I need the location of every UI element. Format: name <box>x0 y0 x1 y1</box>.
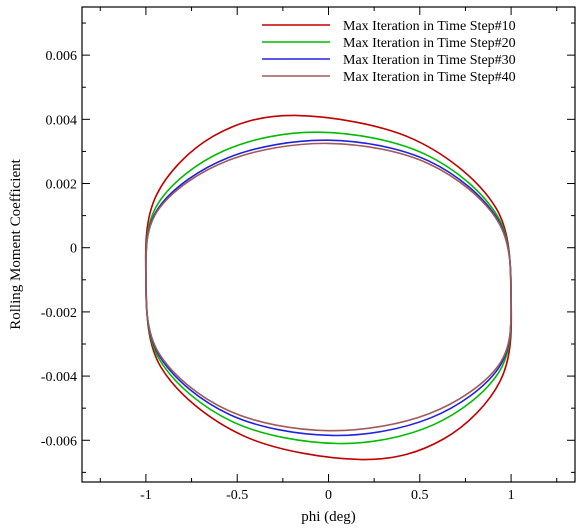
y-tick-label: -0.002 <box>41 306 77 321</box>
y-tick-label: 0.004 <box>46 113 78 128</box>
series-line-1 <box>144 114 513 461</box>
y-tick-label: 0 <box>70 242 77 257</box>
series-curves <box>144 114 513 461</box>
legend-label: Max Iteration in Time Step#20 <box>343 36 516 51</box>
legend: Max Iteration in Time Step#10 Max Iterati… <box>262 19 516 85</box>
x-tick-label: -0.5 <box>226 488 248 503</box>
series-line-2 <box>145 131 512 445</box>
legend-label: Max Iteration in Time Step#10 <box>343 19 516 34</box>
y-axis-ticks: -0.006 -0.004 -0.002 0 0.002 0.004 0.006 <box>41 22 575 473</box>
x-tick-label: 0 <box>325 488 332 503</box>
x-tick-label: 0.5 <box>411 488 429 503</box>
series-line-4 <box>145 142 512 432</box>
x-tick-label: -1 <box>140 488 152 503</box>
x-axis-ticks: -1 -0.5 0 0.5 1 <box>99 7 558 503</box>
y-axis-label: Rolling Moment Coefficient <box>8 158 24 329</box>
y-tick-label: 0.006 <box>46 49 78 64</box>
x-axis-label: phi (deg) <box>301 509 356 525</box>
legend-label: Max Iteration in Time Step#30 <box>343 53 516 68</box>
series-line-3 <box>145 139 512 437</box>
y-tick-label: -0.004 <box>41 370 77 385</box>
y-tick-label: -0.006 <box>41 434 77 449</box>
legend-label: Max Iteration in Time Step#40 <box>343 70 516 85</box>
x-tick-label: 1 <box>508 488 515 503</box>
y-tick-label: 0.002 <box>46 178 78 193</box>
